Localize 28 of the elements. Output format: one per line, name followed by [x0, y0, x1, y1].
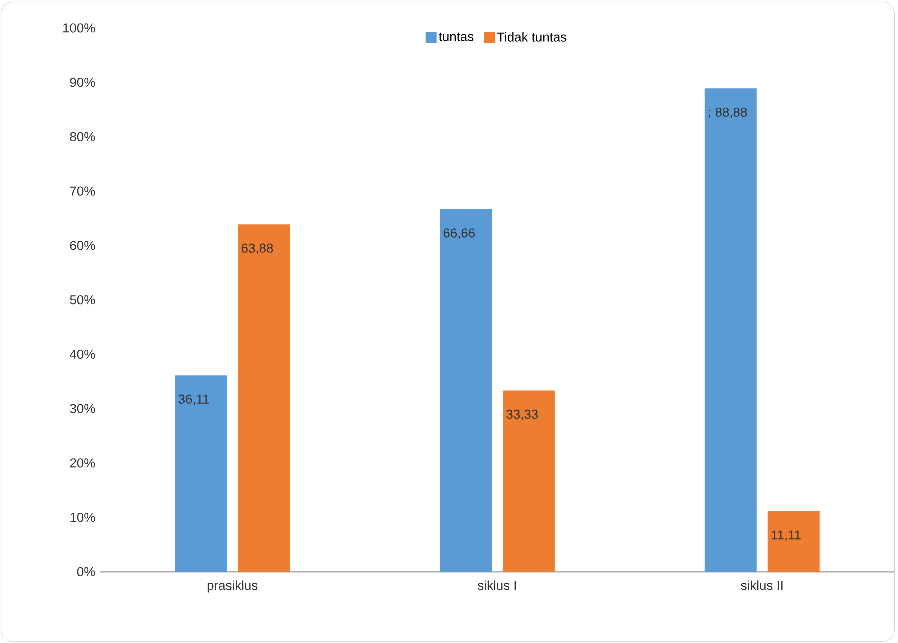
- y-tick-label: 60%: [70, 241, 96, 250]
- data-label: ; 88,88: [709, 108, 748, 118]
- bar: [768, 511, 820, 572]
- bar: [238, 224, 290, 572]
- data-label: 36,11: [178, 394, 210, 406]
- y-tick-label: 0%: [77, 567, 96, 576]
- y-tick-label: 50%: [70, 295, 96, 305]
- y-tick-label: 70%: [70, 186, 96, 196]
- data-label: 33,33: [506, 410, 538, 421]
- legend-label: Tidak tuntas: [497, 32, 567, 42]
- legend-label: tuntas: [439, 32, 474, 42]
- bar: [704, 88, 757, 572]
- y-tick-label: 100%: [64, 24, 96, 33]
- data-label: 11,11: [772, 530, 801, 542]
- y-tick-label: 20%: [70, 458, 96, 468]
- y-tick-label: 80%: [70, 132, 96, 142]
- y-tick-label: 30%: [70, 404, 96, 414]
- bar: [175, 376, 228, 572]
- data-label: 63,88: [242, 244, 274, 254]
- x-tick-label: siklus I: [478, 580, 516, 590]
- y-tick-label: 40%: [70, 350, 96, 359]
- y-tick-label: 10%: [70, 512, 96, 522]
- x-tick-label: siklus II: [741, 580, 783, 590]
- data-label: 66,66: [444, 228, 476, 240]
- bar: [502, 390, 555, 572]
- y-tick-label: 90%: [70, 78, 96, 88]
- bar: [440, 209, 492, 572]
- x-tick-label: prasiklus: [208, 580, 258, 593]
